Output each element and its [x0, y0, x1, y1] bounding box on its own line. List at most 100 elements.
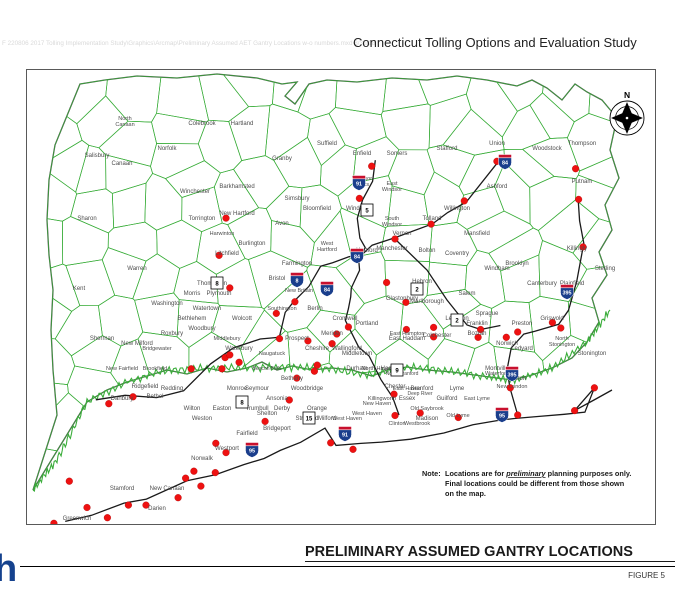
svg-text:Avon: Avon [275, 221, 289, 227]
svg-text:Windsor: Windsor [382, 222, 402, 228]
svg-text:Norwalk: Norwalk [191, 456, 214, 462]
svg-text:Woodstock: Woodstock [532, 146, 563, 152]
svg-text:Bethlehem: Bethlehem [178, 316, 207, 322]
svg-text:84: 84 [354, 255, 360, 261]
svg-text:Hartland: Hartland [231, 121, 254, 127]
svg-text:New Britain: New Britain [285, 288, 313, 294]
svg-text:Ledyard: Ledyard [511, 346, 533, 352]
svg-text:Litchfield: Litchfield [215, 251, 239, 257]
svg-text:Sprague: Sprague [476, 311, 499, 317]
svg-text:Franklin: Franklin [466, 321, 487, 327]
svg-text:Bolton: Bolton [418, 248, 435, 254]
svg-text:Torrington: Torrington [189, 216, 216, 222]
svg-text:New Fairfield: New Fairfield [106, 366, 138, 372]
svg-text:Fairfield: Fairfield [236, 431, 257, 437]
svg-text:Somers: Somers [387, 151, 408, 157]
svg-text:Bethany: Bethany [281, 376, 303, 382]
svg-text:Note:: Note: [422, 469, 441, 478]
svg-text:Seymour: Seymour [245, 386, 269, 392]
svg-text:Cheshire: Cheshire [305, 346, 330, 352]
svg-text:Prospect: Prospect [285, 336, 309, 342]
svg-text:Naugatuck: Naugatuck [259, 351, 286, 357]
svg-text:Willington: Willington [444, 206, 470, 212]
svg-text:Sterling: Sterling [595, 266, 615, 272]
svg-text:Bethel: Bethel [146, 394, 163, 400]
svg-text:Guilford: Guilford [436, 396, 457, 402]
svg-text:Old Saybrook: Old Saybrook [410, 406, 444, 412]
svg-text:Ridgefield: Ridgefield [132, 384, 159, 390]
svg-text:91: 91 [356, 182, 362, 188]
svg-text:Stonington: Stonington [549, 342, 575, 348]
svg-text:N: N [624, 90, 630, 100]
svg-text:Woodbridge: Woodbridge [291, 386, 324, 392]
svg-text:New Haven: New Haven [363, 401, 391, 407]
svg-text:Sherman: Sherman [90, 336, 114, 342]
svg-text:New Hartford: New Hartford [219, 211, 254, 217]
svg-text:Bozrah: Bozrah [467, 331, 486, 337]
svg-text:Westbrook: Westbrook [404, 421, 430, 427]
svg-text:Thompson: Thompson [568, 141, 596, 147]
svg-text:Union: Union [489, 141, 505, 147]
svg-text:Simsbury: Simsbury [284, 196, 309, 202]
svg-text:Windsor: Windsor [382, 187, 402, 193]
svg-text:Stafford: Stafford [437, 146, 458, 152]
svg-text:Burlington: Burlington [238, 241, 265, 247]
svg-text:Washington: Washington [151, 301, 182, 307]
svg-text:Wilton: Wilton [184, 406, 201, 412]
svg-text:Berlin: Berlin [307, 306, 322, 312]
svg-text:New London: New London [497, 384, 528, 390]
svg-text:Winchester: Winchester [180, 189, 210, 195]
svg-text:95: 95 [249, 449, 255, 455]
svg-text:Portland: Portland [356, 321, 378, 327]
svg-text:Lyme: Lyme [450, 386, 465, 392]
svg-text:Coventry: Coventry [445, 251, 469, 257]
svg-text:15: 15 [306, 417, 313, 423]
svg-text:Wallingford: Wallingford [332, 346, 362, 352]
svg-text:Southington: Southington [267, 306, 296, 312]
svg-text:Orange: Orange [307, 406, 328, 412]
svg-text:Wolcott: Wolcott [232, 316, 252, 322]
svg-text:Middlebury: Middlebury [214, 336, 241, 342]
svg-text:East Lyme: East Lyme [464, 396, 490, 402]
svg-text:Griswold: Griswold [540, 316, 563, 322]
svg-text:Manchester: Manchester [376, 246, 407, 252]
svg-text:Woodbury: Woodbury [188, 326, 215, 332]
svg-text:Bristol: Bristol [269, 276, 286, 282]
svg-text:Canaan: Canaan [111, 161, 132, 167]
svg-text:Salisbury: Salisbury [85, 153, 110, 159]
svg-text:Brooklyn: Brooklyn [505, 261, 528, 267]
svg-text:Ansonia: Ansonia [266, 396, 288, 402]
svg-text:91: 91 [342, 433, 348, 439]
svg-text:Vernon: Vernon [392, 231, 411, 237]
svg-text:Locations are for preliminary: Locations are for preliminary planning p… [445, 469, 631, 478]
svg-text:Plymouth: Plymouth [206, 291, 231, 297]
svg-text:Beacon Falls: Beacon Falls [253, 366, 282, 372]
svg-text:Mansfield: Mansfield [464, 231, 490, 237]
svg-text:on the map.: on the map. [445, 489, 486, 498]
svg-text:Cromwell: Cromwell [332, 316, 357, 322]
svg-text:Putnam: Putnam [572, 179, 593, 185]
svg-text:Final locations could be diffe: Final locations could be different from … [445, 479, 624, 488]
svg-text:Morris: Morris [184, 291, 201, 297]
svg-text:Kent: Kent [73, 286, 86, 292]
svg-text:Easton: Easton [213, 406, 232, 412]
svg-text:Brookfield: Brookfield [143, 366, 167, 372]
svg-text:Hartford: Hartford [317, 247, 337, 253]
svg-text:Monroe: Monroe [227, 386, 248, 392]
svg-text:Preston: Preston [512, 321, 533, 327]
svg-text:95: 95 [499, 414, 505, 420]
svg-text:Farmington: Farmington [282, 261, 312, 267]
svg-text:Weston: Weston [192, 416, 212, 422]
svg-text:Trumbull: Trumbull [245, 406, 268, 412]
svg-text:395: 395 [508, 373, 517, 379]
svg-text:Bridgewater: Bridgewater [142, 346, 172, 352]
svg-text:Granby: Granby [272, 156, 292, 162]
svg-text:New Canaan: New Canaan [150, 486, 185, 492]
svg-text:Stonington: Stonington [578, 351, 607, 357]
svg-text:Waterbury: Waterbury [225, 346, 252, 352]
svg-text:Colebrook: Colebrook [188, 121, 216, 127]
svg-text:Barkhamsted: Barkhamsted [219, 184, 254, 190]
svg-text:Canaan: Canaan [115, 122, 134, 128]
svg-text:Colchester: Colchester [423, 333, 452, 339]
svg-text:West Haven: West Haven [332, 416, 362, 422]
